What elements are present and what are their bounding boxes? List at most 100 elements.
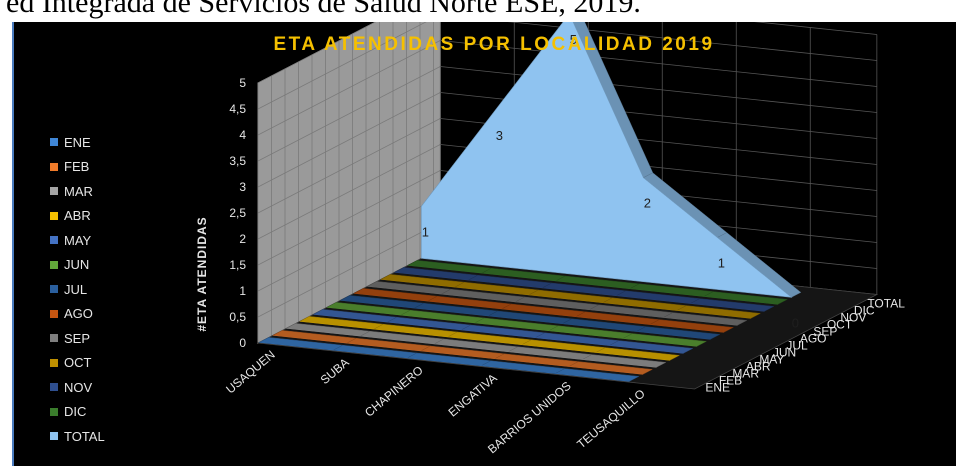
series-depth-label: SEP <box>813 325 837 339</box>
category-label: ENGATIVA <box>446 371 500 420</box>
side-wall-gridline <box>257 92 441 188</box>
legend-item: ENE <box>50 130 160 155</box>
area-chart-3d: 1 3 5 2 1 0 0 0,5 1 1,5 2 2,5 3 3,5 4 4,5 5 USAQUEN SUBA C… <box>195 22 905 457</box>
series-front-face <box>394 272 765 312</box>
series-depth-label: JUL <box>786 339 808 353</box>
legend-item: OCT <box>50 351 160 376</box>
legend-swatch <box>50 260 58 269</box>
y-tick-label: 4,5 <box>229 102 246 116</box>
category-label: USAQUEN <box>223 348 277 397</box>
back-wall-gridline <box>440 40 877 87</box>
series-depth-label: OCT <box>827 318 853 332</box>
chart-area: 1 3 5 2 1 0 0 0,5 1 1,5 2 2,5 3 3,5 4 4,5 5 USAQUEN SUBA C… <box>12 22 956 466</box>
series-front-face <box>367 286 738 326</box>
legend-swatch <box>50 309 58 318</box>
y-tick-label: 2,5 <box>229 206 246 220</box>
legend-item: ABR <box>50 204 160 229</box>
legend-swatch <box>50 236 58 245</box>
chart-legend: ENE FEB MAR ABR MAY JUN JUL AGO SEP OCT NOV DIC TOTA… <box>50 130 160 449</box>
y-tick-label: 1 <box>239 284 246 298</box>
series-may <box>312 309 694 354</box>
legend-item: SEP <box>50 326 160 351</box>
series-depth-label: FEB <box>719 374 742 388</box>
series-depth-label: MAR <box>732 367 759 381</box>
series-feb <box>272 330 654 375</box>
series-front-face <box>272 335 643 375</box>
series-front-face <box>313 314 684 354</box>
data-label: 0 <box>792 315 799 330</box>
series-front-face <box>421 22 793 298</box>
legend-swatch <box>50 383 58 392</box>
y-tick-label: 4 <box>239 128 246 142</box>
series-jul <box>339 295 721 340</box>
category-label: CHAPINERO <box>362 363 426 420</box>
side-wall-gridline <box>257 196 441 292</box>
y-tick-label: 1,5 <box>229 258 246 272</box>
back-wall-gridline <box>440 66 877 113</box>
legend-swatch <box>50 187 58 196</box>
legend-label: MAY <box>64 232 92 248</box>
series-depth-label: JUN <box>773 346 796 360</box>
series-sep <box>366 281 748 326</box>
y-tick-label: 5 <box>239 76 246 90</box>
category-label: BARRIOS UNIDOS <box>485 379 574 457</box>
side-wall-gridline <box>257 22 427 110</box>
side-wall-gridline <box>257 66 441 162</box>
page-caption: ed Integrada de Servicios de Salud Norte… <box>6 0 641 19</box>
data-label: 1 <box>422 224 429 239</box>
legend-item: JUN <box>50 253 160 278</box>
data-label: 5 <box>570 32 577 47</box>
legend-swatch <box>50 432 58 441</box>
series-front-face <box>326 307 697 347</box>
side-wall-gridline <box>257 144 441 240</box>
legend-label: OCT <box>64 355 92 371</box>
series-depth-label: DIC <box>854 304 875 318</box>
series-total: 1 3 5 2 1 0 <box>421 22 802 330</box>
side-wall-gridline <box>257 222 441 318</box>
series-abr <box>299 316 681 361</box>
series-depth-label: MAY <box>759 353 784 367</box>
y-axis-label: #ETA ATENDIDAS <box>195 216 209 331</box>
series-ago <box>353 288 735 333</box>
legend-label: DIC <box>64 404 87 420</box>
data-label: 3 <box>496 128 503 143</box>
series-depth-label: AGO <box>800 332 827 346</box>
y-tick-label: 0,5 <box>229 310 246 324</box>
chart-title: ETA ATENDIDAS POR LOCALIDAD 2019 <box>273 34 714 55</box>
legend-swatch <box>50 138 58 147</box>
legend-label: MAR <box>64 183 93 199</box>
series-front-face <box>259 342 630 382</box>
legend-label: ABR <box>64 208 91 224</box>
legend-item: FEB <box>50 155 160 180</box>
legend-label: AGO <box>64 306 93 322</box>
y-tick-label: 3 <box>239 180 246 194</box>
side-wall-gridline <box>257 22 377 84</box>
series-front-face <box>407 265 778 305</box>
legend-item: TOTAL <box>50 424 160 449</box>
legend-swatch <box>50 407 58 416</box>
y-tick-label: 0 <box>239 336 246 350</box>
legend-item: NOV <box>50 375 160 400</box>
series-depth-label: ENE <box>705 381 730 395</box>
series-depth-label: ABR <box>746 360 771 374</box>
legend-label: TOTAL <box>64 428 105 444</box>
series-dic <box>407 260 789 305</box>
series-front-face <box>353 293 724 333</box>
series-front-face <box>299 321 670 361</box>
back-wall-gridline <box>507 22 877 61</box>
legend-item: MAR <box>50 179 160 204</box>
legend-label: FEB <box>64 159 90 175</box>
legend-swatch <box>50 285 58 294</box>
series-oct <box>380 274 762 319</box>
series-nov <box>393 267 775 312</box>
legend-swatch <box>50 358 58 367</box>
legend-item: JUL <box>50 277 160 302</box>
side-wall-gridline <box>257 170 441 266</box>
legend-label: NOV <box>64 379 93 395</box>
series-jun <box>326 302 708 347</box>
legend-swatch <box>50 211 58 220</box>
legend-item: AGO <box>50 302 160 327</box>
legend-label: ENE <box>64 134 91 150</box>
series-front-face <box>286 328 657 368</box>
back-wall-gridline <box>754 22 877 35</box>
